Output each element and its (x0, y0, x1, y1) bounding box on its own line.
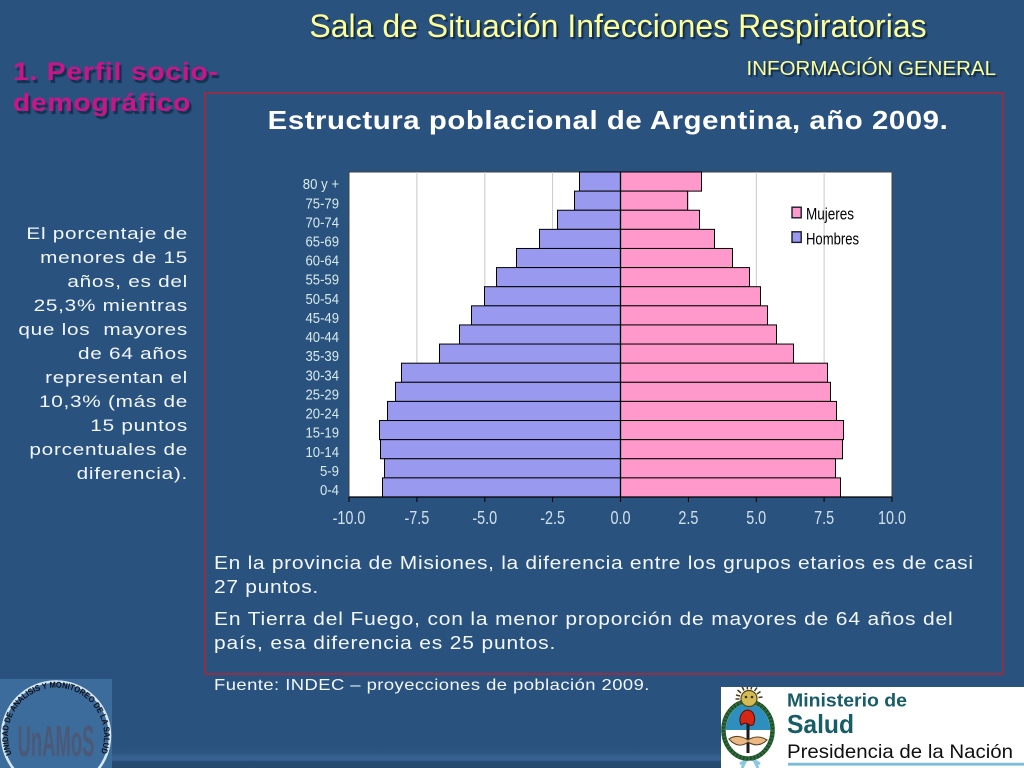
svg-text:UnAMoS: UnAMoS (18, 717, 95, 767)
svg-text:30-34: 30-34 (306, 368, 340, 384)
svg-text:0.0: 0.0 (611, 508, 631, 528)
svg-text:Presidencia de la Nación: Presidencia de la Nación (787, 741, 1013, 763)
svg-text:80 y +: 80 y + (303, 177, 339, 193)
svg-text:Hombres: Hombres (806, 229, 859, 248)
svg-text:15-19: 15-19 (306, 426, 340, 442)
svg-text:25-29: 25-29 (306, 388, 340, 404)
svg-text:7.5: 7.5 (814, 508, 834, 528)
svg-text:20-24: 20-24 (306, 407, 340, 423)
svg-text:40-44: 40-44 (306, 330, 340, 346)
svg-text:65-69: 65-69 (306, 235, 340, 251)
svg-text:5-9: 5-9 (320, 464, 339, 480)
svg-text:60-64: 60-64 (306, 254, 340, 270)
svg-text:45-49: 45-49 (306, 311, 340, 327)
svg-text:35-39: 35-39 (306, 349, 340, 365)
svg-text:2.5: 2.5 (678, 508, 698, 528)
svg-text:75-79: 75-79 (306, 196, 340, 212)
svg-text:50-54: 50-54 (306, 292, 340, 308)
svg-text:5.0: 5.0 (746, 508, 766, 528)
svg-text:0-4: 0-4 (320, 483, 339, 499)
svg-text:-7.5: -7.5 (405, 508, 430, 528)
svg-text:-2.5: -2.5 (540, 508, 565, 528)
svg-text:Ministerio de: Ministerio de (787, 691, 907, 711)
svg-text:55-59: 55-59 (306, 273, 340, 289)
svg-text:10-14: 10-14 (306, 445, 340, 461)
svg-text:-10.0: -10.0 (333, 508, 366, 528)
svg-text:70-74: 70-74 (306, 215, 340, 231)
svg-text:-5.0: -5.0 (472, 508, 497, 528)
svg-text:10.0: 10.0 (878, 508, 906, 528)
svg-text:Mujeres: Mujeres (806, 205, 854, 224)
svg-text:Salud: Salud (787, 709, 854, 739)
